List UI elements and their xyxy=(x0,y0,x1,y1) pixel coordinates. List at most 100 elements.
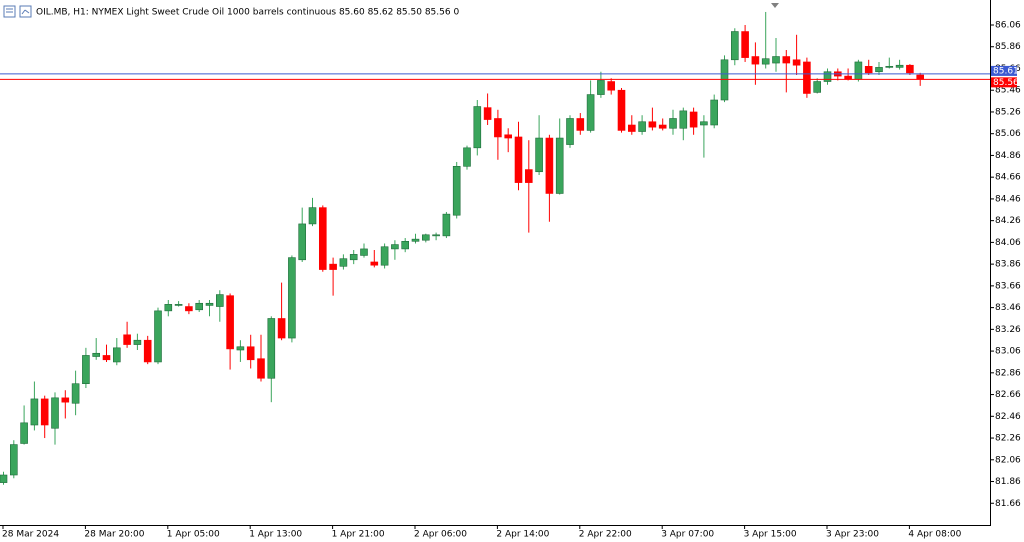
candle-body xyxy=(164,304,173,312)
y-tick-label: 85.06 xyxy=(995,129,1021,139)
candle-body xyxy=(318,207,327,270)
candle-body xyxy=(452,166,461,216)
x-tick-label: 3 Apr 23:00 xyxy=(826,530,879,540)
x-tick-label: 3 Apr 15:00 xyxy=(744,530,797,540)
x-tick-label: 2 Apr 14:00 xyxy=(496,530,549,540)
candle-body xyxy=(195,302,203,311)
candle-body xyxy=(174,304,183,306)
candle-body xyxy=(494,118,502,138)
candle-body xyxy=(267,318,276,379)
candle-body xyxy=(133,339,142,345)
price-label-box xyxy=(991,65,1017,76)
y-tick-label: 83.66 xyxy=(995,281,1021,291)
candle-body xyxy=(298,223,307,261)
candle-body xyxy=(123,334,131,345)
candle-body xyxy=(442,213,451,237)
price-label-box xyxy=(991,77,1017,88)
candle-body xyxy=(555,137,564,194)
candle-body xyxy=(823,71,832,82)
candle-body xyxy=(82,355,90,384)
candle-body xyxy=(906,64,914,74)
candle-body xyxy=(185,306,193,312)
candle-body xyxy=(257,358,265,379)
candle-body xyxy=(545,137,554,194)
candle-body xyxy=(102,355,111,361)
candle-body xyxy=(504,134,513,139)
candle-body xyxy=(751,56,760,65)
price-label: 85.56 xyxy=(993,78,1019,88)
candle-body xyxy=(669,118,677,129)
y-tick-label: 85.26 xyxy=(995,107,1021,117)
candle-body xyxy=(308,207,317,225)
candle-body xyxy=(566,118,574,145)
y-tick-label: 83.46 xyxy=(995,303,1021,313)
candle-body xyxy=(432,234,440,237)
candle-body xyxy=(421,234,430,241)
candle-body xyxy=(277,318,286,339)
candle-body xyxy=(658,124,667,129)
candle-body xyxy=(92,352,100,357)
y-tick-label: 81.86 xyxy=(995,477,1021,487)
y-tick-label: 84.66 xyxy=(995,173,1021,183)
candle-body xyxy=(679,110,688,129)
candle-body xyxy=(895,64,904,68)
candle-body xyxy=(10,444,18,476)
candle-body xyxy=(205,302,214,306)
candle-body xyxy=(720,59,729,101)
y-tick-label: 85.46 xyxy=(995,86,1021,96)
candle-body xyxy=(463,147,471,167)
candle-body xyxy=(617,89,626,131)
candle-body xyxy=(772,56,780,64)
y-tick-label: 84.06 xyxy=(995,238,1021,248)
header-icon xyxy=(3,5,32,18)
x-tick-label: 2 Apr 06:00 xyxy=(414,530,467,540)
y-tick-label: 86.06 xyxy=(995,21,1021,31)
x-tick-label: 1 Apr 13:00 xyxy=(249,530,302,540)
y-tick-label: 82.86 xyxy=(995,368,1021,378)
candle-body xyxy=(864,66,873,74)
y-tick-label: 85.86 xyxy=(995,42,1021,52)
x-tick-label: 4 Apr 08:00 xyxy=(908,530,961,540)
candle-body xyxy=(803,61,811,94)
candle-body xyxy=(700,121,708,126)
y-tick-label: 84.46 xyxy=(995,194,1021,204)
candle-body xyxy=(627,124,636,132)
period-marker xyxy=(771,3,779,8)
candle-body xyxy=(792,59,801,66)
candle-body xyxy=(875,67,883,73)
candle-body xyxy=(638,121,646,132)
candle-body xyxy=(30,398,39,426)
x-tick-label: 28 Mar 2024 xyxy=(2,530,59,540)
candle-body xyxy=(916,74,925,80)
candle-body xyxy=(329,263,337,270)
candle-body xyxy=(597,80,605,95)
x-tick-label: 1 Apr 05:00 xyxy=(167,530,220,540)
y-tick-label: 82.66 xyxy=(995,390,1021,400)
candle-body xyxy=(741,31,749,58)
candle-body xyxy=(216,294,224,307)
x-tick-label: 3 Apr 07:00 xyxy=(661,530,714,540)
candle-body xyxy=(854,61,863,80)
candle-body xyxy=(586,94,595,131)
candle-body xyxy=(524,169,533,183)
candle-body xyxy=(380,246,389,266)
candle-body xyxy=(483,107,492,120)
candle-body xyxy=(370,261,379,266)
y-tick-label: 84.26 xyxy=(995,216,1021,226)
candle-body xyxy=(648,121,657,128)
candle-body xyxy=(761,58,770,65)
candle-body xyxy=(391,244,399,250)
candle-body xyxy=(71,383,80,404)
candle-body xyxy=(885,66,894,68)
candle-body xyxy=(40,398,49,426)
x-tick-label: 28 Mar 20:00 xyxy=(84,530,144,540)
y-tick-label: 81.66 xyxy=(995,499,1021,509)
candle-body xyxy=(288,257,296,339)
candle-body xyxy=(576,118,585,131)
candle-body xyxy=(236,346,245,351)
candle-body xyxy=(535,137,543,173)
candle-body xyxy=(143,339,152,363)
candle-body xyxy=(730,31,739,61)
